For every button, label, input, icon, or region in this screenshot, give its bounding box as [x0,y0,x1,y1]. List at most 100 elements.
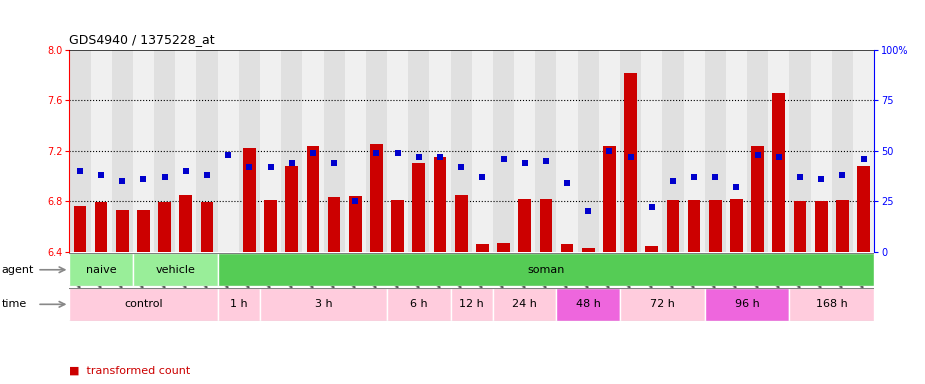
Bar [688,200,700,252]
Bar [201,202,214,252]
Bar [455,195,467,252]
Bar [366,50,387,252]
Text: agent: agent [2,265,34,275]
Bar [730,199,743,252]
Bar [603,146,616,252]
Bar [705,288,789,321]
Bar [789,288,874,321]
Bar [391,200,404,252]
Text: 1 h: 1 h [230,299,248,310]
Bar [69,50,91,252]
Bar [751,146,764,252]
Bar [137,210,150,252]
Bar [302,50,324,252]
Text: control: control [124,299,163,310]
Bar [243,148,255,252]
Bar [179,195,192,252]
Bar [217,50,239,252]
Bar [810,50,832,252]
Bar [561,244,574,252]
Bar [434,157,447,252]
Bar [705,50,726,252]
Bar [281,50,302,252]
Text: 6 h: 6 h [410,299,427,310]
Bar [116,210,129,252]
Bar [497,243,510,252]
Bar [349,196,362,252]
Text: 24 h: 24 h [512,299,537,310]
Bar [641,50,662,252]
Bar [265,200,277,252]
Text: soman: soman [527,265,564,275]
Bar [684,50,705,252]
Bar [667,200,679,252]
Bar [387,288,450,321]
Bar [662,50,684,252]
Bar [476,244,488,252]
Bar [624,73,637,252]
Bar [836,200,849,252]
Text: 96 h: 96 h [734,299,759,310]
Bar [832,50,853,252]
Bar [387,50,408,252]
Bar [518,199,531,252]
Bar [327,197,340,252]
Bar [260,288,387,321]
Bar [69,253,133,286]
Text: naive: naive [86,265,117,275]
Bar [514,50,536,252]
Bar [726,50,747,252]
Text: 48 h: 48 h [575,299,600,310]
Bar [472,50,493,252]
Text: GDS4940 / 1375228_at: GDS4940 / 1375228_at [69,33,215,46]
Text: 12 h: 12 h [460,299,484,310]
Bar [74,206,86,252]
Bar [646,247,658,252]
Text: ■  transformed count: ■ transformed count [69,366,191,376]
Bar [772,93,785,252]
Bar [557,288,620,321]
Bar [493,50,514,252]
Bar [857,166,869,252]
Text: vehicle: vehicle [155,265,195,275]
Bar [620,288,705,321]
Bar [217,288,260,321]
Bar [94,202,107,252]
Bar [196,50,217,252]
Bar [239,50,260,252]
Bar [598,50,620,252]
Bar [557,50,577,252]
Bar [747,50,769,252]
Bar [413,163,426,252]
Bar [158,202,171,252]
Bar [260,50,281,252]
Bar [709,200,722,252]
Bar [175,50,196,252]
Bar [133,50,154,252]
Bar [429,50,450,252]
Bar [853,50,874,252]
Bar [133,253,217,286]
Bar [112,50,133,252]
Bar [306,146,319,252]
Bar [217,253,874,286]
Bar [324,50,345,252]
Bar [286,166,298,252]
Bar [91,50,112,252]
Bar [370,144,383,252]
Bar [408,50,429,252]
Bar [789,50,810,252]
Bar [450,288,493,321]
Bar [154,50,175,252]
Bar [769,50,789,252]
Text: time: time [2,299,27,310]
Bar [69,288,217,321]
Bar [794,201,807,252]
Text: 72 h: 72 h [650,299,674,310]
Text: 168 h: 168 h [816,299,847,310]
Bar [539,199,552,252]
Bar [815,201,828,252]
Bar [345,50,366,252]
Bar [582,248,595,252]
Bar [577,50,598,252]
